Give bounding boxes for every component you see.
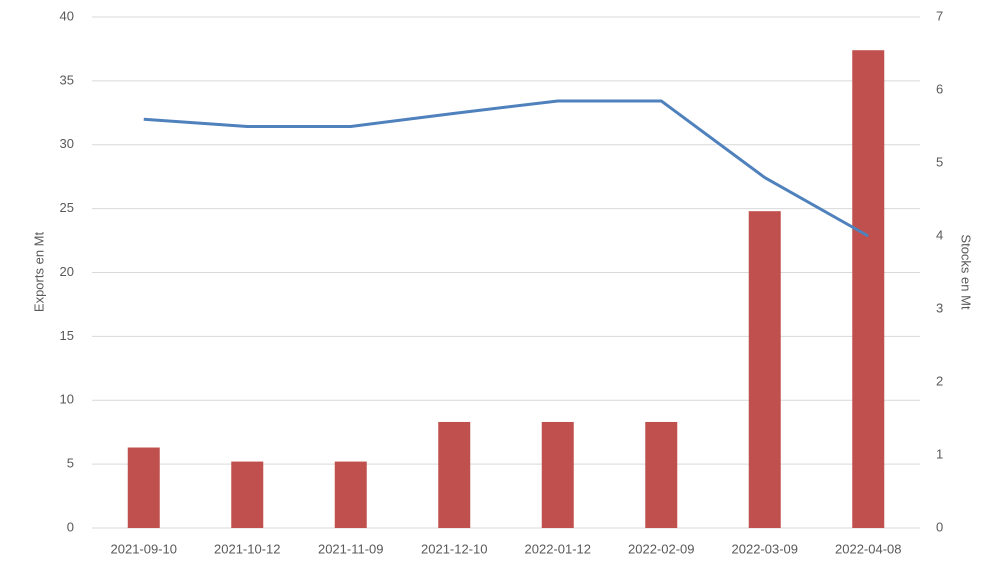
x-tick-label: 2022-02-09 bbox=[628, 541, 695, 556]
x-tick-label: 2022-01-12 bbox=[525, 541, 592, 556]
y-tick-label: 40 bbox=[60, 8, 74, 23]
bar bbox=[438, 421, 471, 528]
y-tick-label: 5 bbox=[67, 456, 74, 471]
y-tick-label: 30 bbox=[60, 136, 74, 151]
y2-tick-label: 2 bbox=[936, 373, 943, 388]
bar bbox=[334, 461, 367, 528]
x-tick-label: 2021-11-09 bbox=[318, 541, 384, 556]
y-tick-label: 20 bbox=[60, 264, 74, 279]
y-tick-label: 25 bbox=[60, 200, 74, 215]
y-tick-label: 35 bbox=[60, 72, 74, 87]
bar bbox=[231, 461, 264, 528]
y2-tick-label: 4 bbox=[936, 227, 943, 242]
y-tick-label: 0 bbox=[67, 519, 74, 534]
bar bbox=[127, 447, 160, 528]
y-tick-label: 15 bbox=[60, 328, 74, 343]
y2-tick-label: 7 bbox=[936, 8, 943, 23]
y2-tick-label: 3 bbox=[936, 300, 943, 315]
y-tick-label: 10 bbox=[60, 392, 74, 407]
y-axis-label: Exports en Mt bbox=[31, 232, 46, 313]
x-tick-label: 2022-04-08 bbox=[835, 541, 902, 556]
bar bbox=[541, 421, 574, 528]
x-tick-label: 2021-10-12 bbox=[214, 541, 281, 556]
bar bbox=[645, 421, 678, 528]
y2-tick-label: 0 bbox=[936, 519, 943, 534]
y2-tick-label: 1 bbox=[936, 446, 943, 461]
bar bbox=[852, 50, 885, 529]
x-tick-label: 2021-09-10 bbox=[111, 541, 178, 556]
y2-axis-label: Stocks en Mt bbox=[959, 234, 974, 310]
y2-tick-label: 5 bbox=[936, 154, 943, 169]
x-tick-label: 2021-12-10 bbox=[421, 541, 488, 556]
y2-tick-label: 6 bbox=[936, 81, 943, 96]
x-tick-label: 2022-03-09 bbox=[732, 541, 799, 556]
bar bbox=[748, 211, 781, 528]
line bbox=[143, 99, 869, 238]
